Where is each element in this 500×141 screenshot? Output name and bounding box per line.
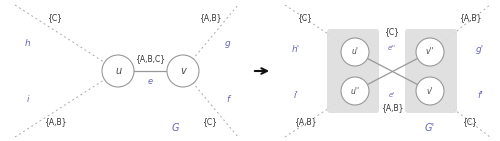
- Text: i: i: [27, 95, 29, 104]
- Text: i': i': [294, 91, 298, 100]
- Ellipse shape: [416, 38, 444, 66]
- Text: f: f: [226, 95, 230, 104]
- Text: G': G': [425, 123, 435, 133]
- Text: {A,B}: {A,B}: [381, 103, 403, 113]
- Text: {C}: {C}: [202, 117, 218, 126]
- Text: h: h: [25, 39, 31, 49]
- Text: v': v': [426, 86, 434, 95]
- Text: {A,B}: {A,B}: [199, 14, 221, 23]
- Ellipse shape: [102, 55, 134, 87]
- Text: u': u': [352, 48, 358, 57]
- Ellipse shape: [341, 77, 369, 105]
- Text: v: v: [180, 66, 186, 76]
- Text: v'': v'': [426, 48, 434, 57]
- Text: {C}: {C}: [462, 117, 477, 126]
- Text: u: u: [115, 66, 121, 76]
- Text: {C}: {C}: [298, 14, 312, 23]
- Ellipse shape: [416, 77, 444, 105]
- Text: {C}: {C}: [48, 14, 62, 23]
- FancyBboxPatch shape: [327, 29, 379, 113]
- Text: u'': u'': [350, 86, 360, 95]
- Text: e'': e'': [388, 45, 396, 51]
- FancyBboxPatch shape: [405, 29, 457, 113]
- Ellipse shape: [167, 55, 199, 87]
- Text: {C}: {C}: [384, 27, 400, 37]
- Text: e: e: [148, 78, 152, 86]
- Text: g: g: [225, 39, 231, 49]
- Text: f': f': [477, 91, 483, 100]
- Text: g': g': [476, 46, 484, 55]
- Text: {A,B}: {A,B}: [44, 117, 66, 126]
- Text: G: G: [171, 123, 179, 133]
- Text: e': e': [389, 92, 395, 98]
- Text: {A,B}: {A,B}: [294, 117, 316, 126]
- Ellipse shape: [341, 38, 369, 66]
- Text: {A,B,C}: {A,B,C}: [135, 55, 165, 63]
- Text: {A,B}: {A,B}: [459, 14, 481, 23]
- Text: h': h': [292, 46, 300, 55]
